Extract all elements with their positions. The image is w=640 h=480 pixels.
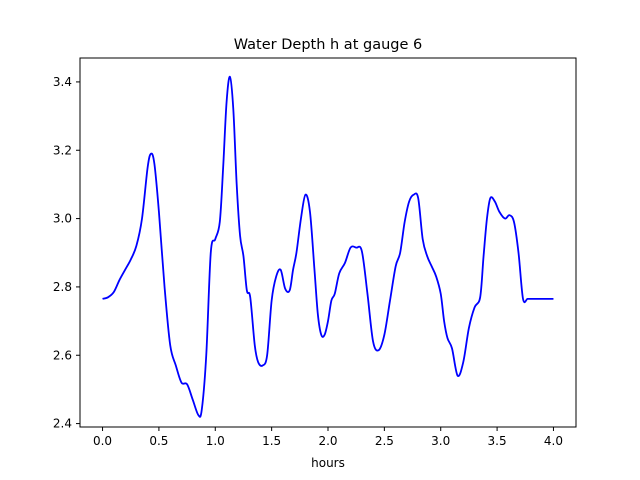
y-tick-label: 2.4: [53, 417, 72, 431]
x-tick-label: 1.5: [262, 434, 281, 448]
x-tick-label: 3.0: [431, 434, 450, 448]
x-tick-label: 2.5: [375, 434, 394, 448]
y-tick-label: 2.8: [53, 280, 72, 294]
x-axis-label: hours: [311, 456, 345, 470]
series-layer: [102, 75, 554, 418]
x-tick-label: 3.5: [488, 434, 507, 448]
chart-title: Water Depth h at gauge 6: [234, 37, 422, 53]
x-axis: 0.0 0.5 1.0 1.5 2.0 2.5 3.0 3.5 4.0: [93, 427, 563, 448]
x-tick-label: 0.0: [93, 434, 112, 448]
y-tick-label: 3.2: [53, 143, 72, 157]
series-line-0: [102, 75, 554, 418]
x-tick-label: 1.0: [206, 434, 225, 448]
x-tick-label: 0.5: [149, 434, 168, 448]
x-tick-label: 2.0: [318, 434, 337, 448]
y-tick-label: 2.6: [53, 348, 72, 362]
plot-area: [80, 58, 576, 427]
x-tick-label: 4.0: [544, 434, 563, 448]
y-axis: 2.4 2.6 2.8 3.0 3.2 3.4: [53, 75, 80, 431]
y-tick-label: 3.4: [53, 75, 72, 89]
y-tick-label: 3.0: [53, 212, 72, 226]
